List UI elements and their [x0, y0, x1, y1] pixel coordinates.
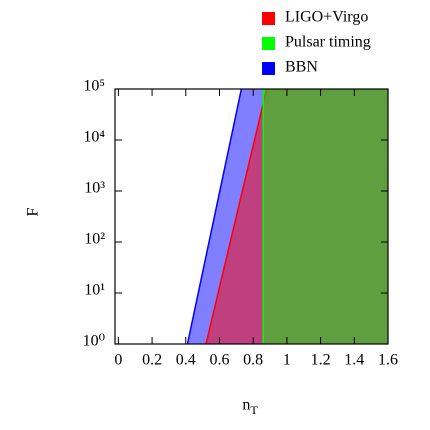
x-tick-label: 0.8: [243, 352, 263, 369]
region-edge: [186, 89, 243, 344]
legend-label: Pulsar timing: [285, 34, 371, 51]
y-tick-label: 10¹: [84, 282, 105, 299]
x-tick-label: 1.2: [311, 352, 331, 369]
x-tick-label: 0: [114, 352, 122, 369]
x-tick-label: 1: [283, 352, 291, 369]
x-tick-label: 1.6: [378, 352, 398, 369]
x-tick-label: 0.6: [209, 352, 229, 369]
region: [263, 89, 388, 344]
x-tick-label: 0.2: [142, 352, 162, 369]
legend-label: LIGO+Virgo: [285, 9, 368, 26]
y-tick-label: 10⁵: [83, 78, 105, 95]
y-tick-label: 10⁴: [83, 129, 105, 146]
plot-frame: [114, 88, 389, 345]
legend-swatch: [262, 37, 275, 50]
y-axis-label: F: [25, 207, 42, 216]
legend-swatch: [262, 62, 275, 75]
x-axis-label: nT: [242, 397, 258, 417]
y-tick-label: 10³: [84, 180, 105, 197]
x-tick-label: 1.4: [344, 352, 364, 369]
y-tick-label: 10⁰: [83, 333, 105, 350]
x-tick-label: 0.4: [176, 352, 196, 369]
legend-label: BBN: [285, 59, 318, 76]
region-edge: [205, 89, 268, 344]
y-tick-label: 10²: [84, 231, 105, 248]
legend-swatch: [262, 12, 275, 25]
plot-area: [186, 89, 388, 344]
